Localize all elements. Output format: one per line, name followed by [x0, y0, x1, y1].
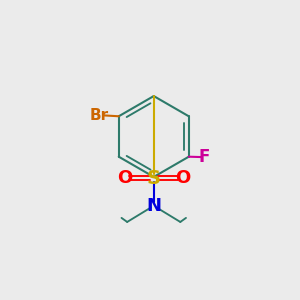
Text: S: S — [147, 169, 161, 188]
Text: O: O — [117, 169, 133, 187]
Text: N: N — [146, 197, 161, 215]
Text: F: F — [199, 148, 210, 166]
Text: Br: Br — [89, 108, 109, 123]
Text: O: O — [175, 169, 190, 187]
